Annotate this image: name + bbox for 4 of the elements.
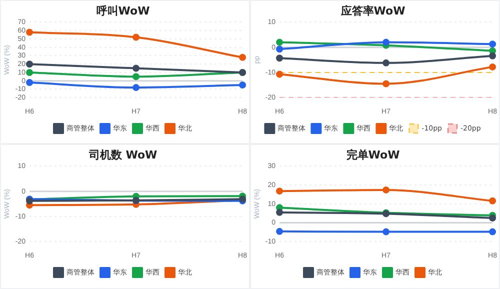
chart-title: 完单WoW	[346, 148, 400, 162]
chart-title: 呼叫WoW	[96, 4, 150, 18]
chart-title: 司机数 WoW	[88, 148, 158, 162]
chart-title: 应答率WoW	[340, 4, 406, 18]
